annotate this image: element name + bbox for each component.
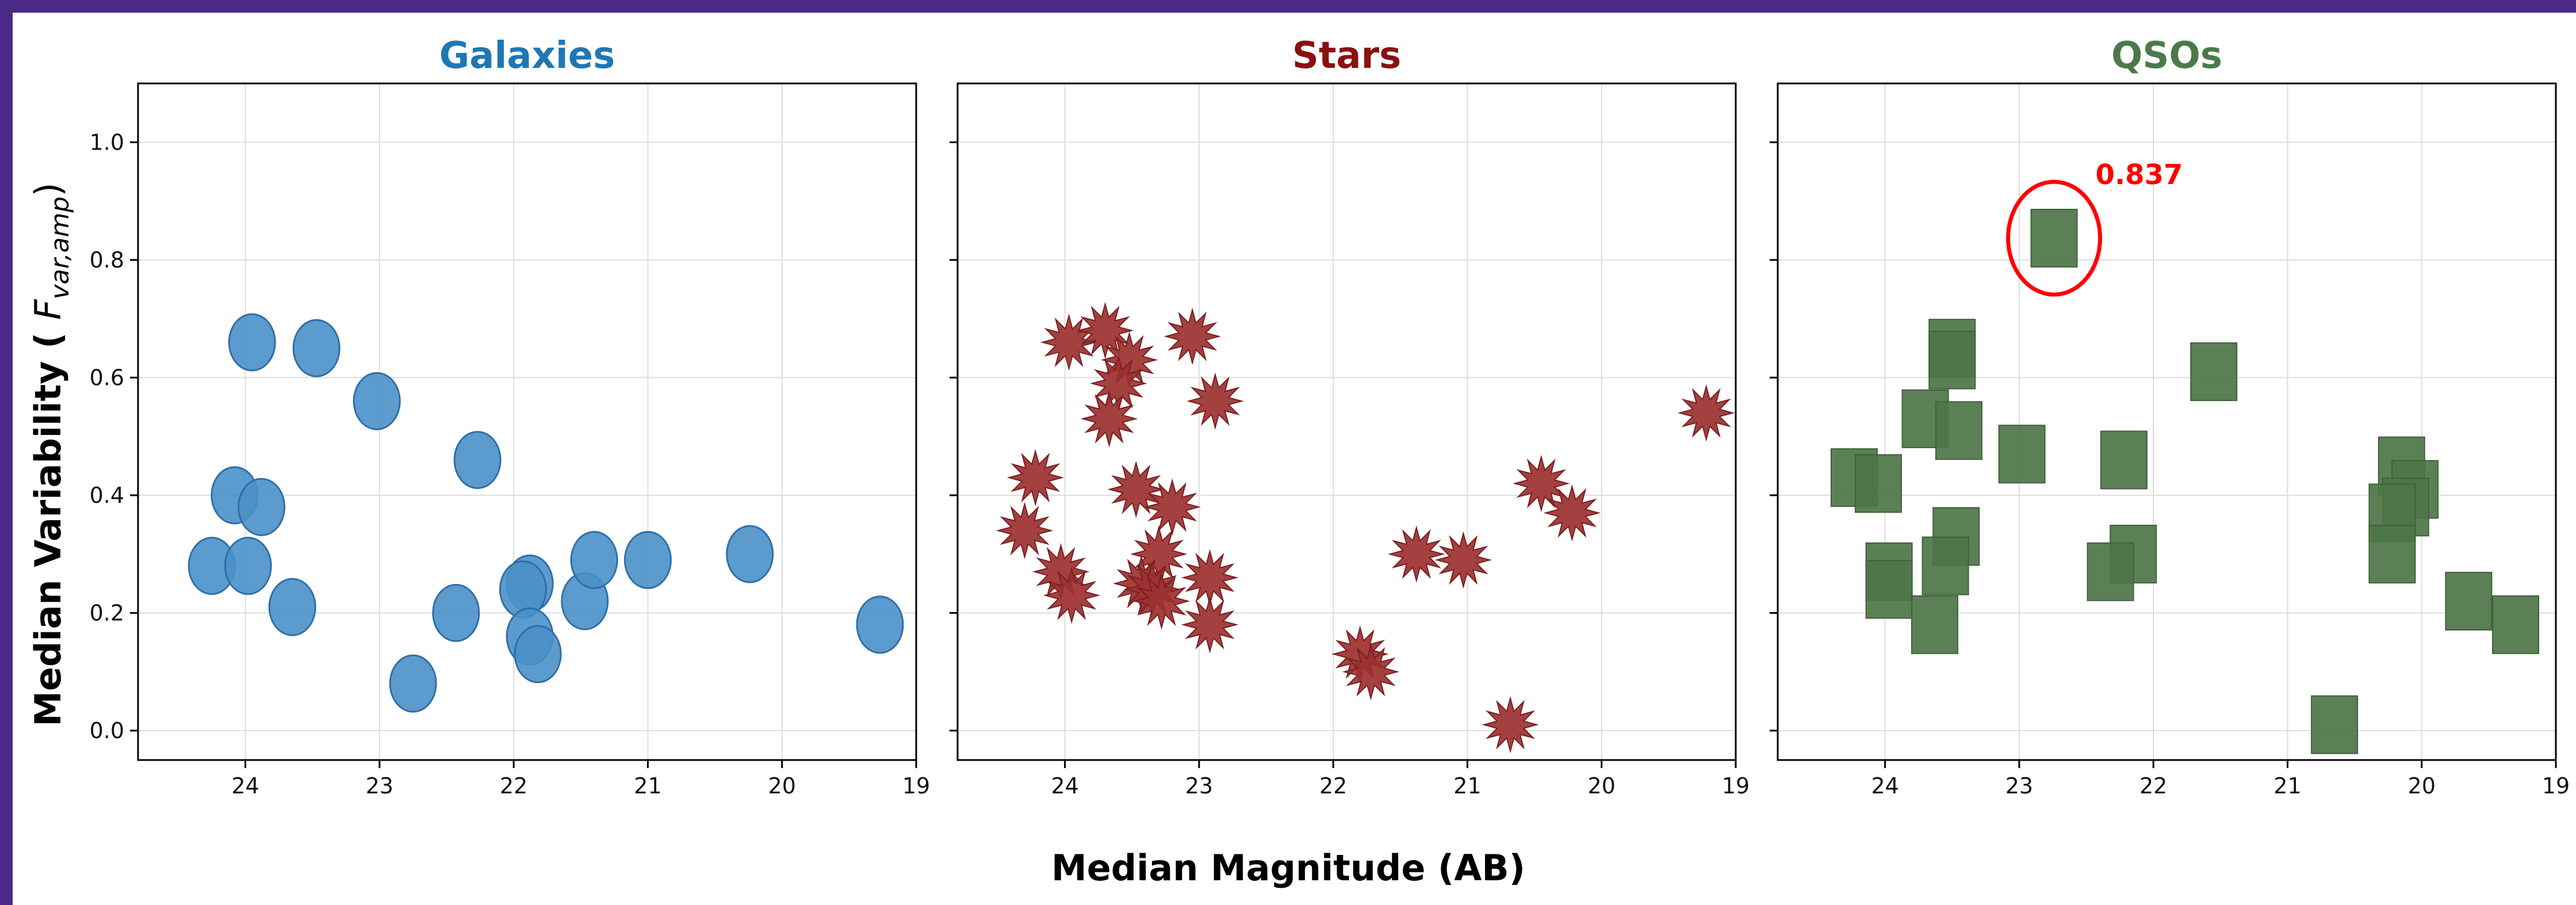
- data-point: [238, 478, 286, 536]
- x-tick-label: 21: [1453, 773, 1481, 799]
- x-axis-title: Median Magnitude (AB): [1051, 847, 1525, 889]
- x-tick-label: 23: [366, 773, 393, 799]
- x-tick-label: 20: [2408, 773, 2436, 799]
- data-points: [1830, 208, 2540, 754]
- data-point: [1928, 330, 1976, 390]
- data-point: [1922, 536, 1969, 595]
- data-point: [570, 530, 618, 589]
- data-point: [453, 430, 502, 489]
- data-point: [1342, 643, 1400, 701]
- data-point: [623, 530, 672, 589]
- axes-box: [956, 82, 1737, 761]
- x-tick-label: 23: [2005, 773, 2033, 799]
- data-point: [1911, 595, 1958, 654]
- y-tick-label: 0.8: [90, 247, 124, 273]
- data-point: [996, 502, 1054, 560]
- x-tick-label: 19: [1722, 773, 1750, 799]
- y-axis-title: Median Variability ( Fvar,amp): [27, 182, 75, 726]
- y-tick-label: 0.6: [90, 365, 124, 390]
- panel-qsos: 24 23 22 21 20 19 QSOs 0.837: [1770, 35, 2570, 799]
- data-point: [1107, 460, 1165, 518]
- data-point: [1043, 566, 1101, 624]
- data-point: [1677, 384, 1735, 442]
- data-point: [1998, 425, 2046, 484]
- data-point: [389, 654, 437, 713]
- frame-left-bar: [0, 0, 13, 905]
- data-point: [1434, 531, 1492, 589]
- data-point: [2087, 542, 2134, 601]
- panels: 0.0 0.2 0.4 0.6 0.8 1.0 24 23 22 21 20 19 Galaxies 24…: [90, 35, 2570, 799]
- data-point: [432, 583, 480, 642]
- data-point: [2368, 525, 2416, 584]
- x-tick-label: 22: [500, 773, 527, 799]
- data-point: [2190, 342, 2238, 402]
- x-tick-label: 22: [2139, 773, 2167, 799]
- axes-box: [1777, 82, 2557, 761]
- panel-title: Galaxies: [439, 35, 615, 77]
- y-tick-label: 0.2: [90, 600, 124, 625]
- data-point: [2311, 695, 2359, 754]
- annotation-label: 0.837: [2096, 159, 2183, 191]
- data-point: [268, 578, 316, 636]
- data-point: [1181, 596, 1239, 654]
- x-tick-label: 19: [902, 773, 930, 799]
- data-point: [1387, 525, 1445, 583]
- data-point: [1543, 484, 1601, 542]
- data-point: [726, 525, 774, 583]
- x-tick-label: 20: [1588, 773, 1616, 799]
- data-point: [2030, 208, 2078, 268]
- data-point: [1143, 478, 1201, 536]
- panel-stars: 24 23 22 21 20 19 Stars: [950, 35, 1750, 799]
- x-tick-label: 20: [768, 773, 796, 799]
- x-tick-label: 24: [1871, 773, 1898, 799]
- data-point: [2445, 571, 2493, 631]
- data-point: [2100, 430, 2148, 490]
- data-points: [187, 313, 904, 713]
- data-point: [1512, 455, 1570, 513]
- data-point: [1482, 696, 1539, 754]
- frame-top-bar: [0, 0, 2576, 13]
- data-point: [1080, 390, 1138, 448]
- data-point: [353, 372, 401, 430]
- x-tick-label: 23: [1185, 773, 1213, 799]
- x-tick-label: 22: [1319, 773, 1347, 799]
- data-point: [514, 625, 562, 683]
- panel-galaxies: 0.0 0.2 0.4 0.6 0.8 1.0 24 23 22 21 20 19 Galaxies: [90, 35, 931, 799]
- data-point: [1132, 572, 1191, 630]
- y-tick-label: 1.0: [90, 129, 124, 155]
- data-point: [1854, 454, 1902, 513]
- panel-title: QSOs: [2111, 35, 2222, 77]
- data-point: [1163, 307, 1222, 365]
- x-tick-label: 21: [634, 773, 661, 799]
- data-points: [996, 301, 1735, 754]
- data-point: [224, 537, 272, 595]
- data-point: [1076, 301, 1134, 360]
- data-point: [2492, 595, 2540, 654]
- data-point: [1006, 449, 1065, 506]
- axes-box: [137, 82, 917, 761]
- data-point: [856, 595, 904, 654]
- y-tick-label: 0.4: [90, 483, 124, 508]
- data-point: [228, 313, 276, 372]
- data-point: [1186, 372, 1244, 430]
- x-tick-label: 19: [2542, 773, 2570, 799]
- y-tick-label: 0.0: [90, 718, 124, 743]
- x-tick-label: 24: [1051, 773, 1078, 799]
- data-point: [1865, 560, 1913, 619]
- x-tick-label: 21: [2273, 773, 2301, 799]
- annotation-circle: [2006, 180, 2103, 297]
- panel-title: Stars: [1292, 35, 1402, 77]
- x-tick-label: 24: [231, 773, 259, 799]
- data-point: [1935, 401, 1982, 460]
- data-point: [292, 319, 340, 377]
